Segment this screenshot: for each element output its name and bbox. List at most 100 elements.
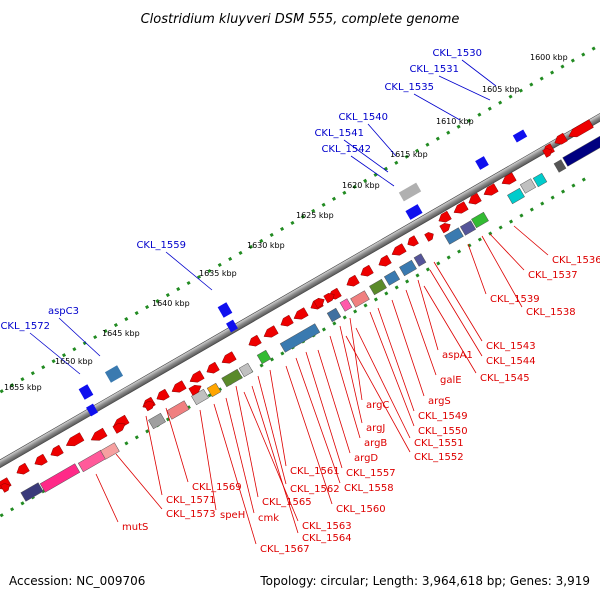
- gene-label-bottom[interactable]: CKL_1539: [490, 294, 540, 305]
- label-leader-line: [199, 409, 217, 511]
- lower-guide-line: [0, 174, 591, 518]
- gene-arrow: [542, 148, 552, 158]
- gene-label-bottom[interactable]: CKL_1557: [346, 468, 396, 479]
- gene-block: [512, 129, 528, 143]
- label-leader-line: [285, 365, 333, 505]
- gene-label-top[interactable]: CKL_1531: [409, 64, 459, 75]
- gene-label-bottom[interactable]: CKL_1564: [302, 533, 352, 544]
- gene-label-bottom[interactable]: CKL_1563: [302, 521, 352, 532]
- gene-label-bottom[interactable]: CKL_1536: [552, 255, 600, 266]
- gene-arrow: [171, 380, 187, 393]
- gene-label-bottom[interactable]: CKL_1562: [290, 484, 340, 495]
- gene-label-bottom[interactable]: CKL_1549: [418, 411, 468, 422]
- gene-arrow: [189, 370, 205, 383]
- gene-block: [444, 227, 464, 245]
- gene-label-top[interactable]: CKL_1572: [0, 321, 50, 332]
- gene-block: [350, 290, 370, 308]
- gene-block: [383, 270, 401, 286]
- gene-block: [221, 368, 243, 388]
- label-leader-line: [350, 155, 395, 187]
- gene-arrow: [453, 201, 469, 214]
- gene-block: [553, 159, 567, 173]
- gene-label-bottom[interactable]: CKL_1571: [166, 495, 216, 506]
- gene-label-bottom[interactable]: CKL_1537: [528, 270, 578, 281]
- label-leader-line: [369, 311, 415, 427]
- gene-label-bottom[interactable]: argB: [364, 438, 387, 449]
- gene-label-bottom[interactable]: mutS: [122, 522, 148, 533]
- label-leader-line: [213, 403, 257, 545]
- label-leader-line: [433, 261, 483, 342]
- label-leader-line: [58, 317, 101, 357]
- label-leader-line: [317, 349, 351, 454]
- label-leader-line: [438, 75, 491, 101]
- gene-label-bottom[interactable]: aspA1: [442, 350, 473, 361]
- gene-block: [459, 220, 477, 236]
- gene-block: [39, 463, 81, 493]
- label-leader-line: [489, 233, 525, 271]
- gene-arrow: [439, 223, 451, 234]
- kbp-tick-label: 1620 kbp: [342, 181, 380, 190]
- gene-label-top[interactable]: CKL_1542: [321, 144, 371, 155]
- label-leader-line: [165, 407, 189, 483]
- gene-label-bottom[interactable]: CKL_1558: [344, 483, 394, 494]
- label-leader-line: [305, 351, 343, 469]
- label-leader-line: [349, 317, 363, 401]
- gene-label-top[interactable]: CKL_1535: [384, 82, 434, 93]
- gene-arrow: [483, 183, 499, 196]
- gene-arrow: [293, 307, 309, 320]
- map-title: Clostridium kluyveri DSM 555, complete g…: [141, 12, 460, 27]
- gene-label-bottom[interactable]: CKL_1567: [260, 544, 310, 555]
- gene-label-bottom[interactable]: CKL_1545: [480, 373, 530, 384]
- kbp-tick-label: 1625 kbp: [296, 211, 334, 220]
- gene-label-bottom[interactable]: argD: [354, 453, 378, 464]
- label-leader-line: [345, 335, 411, 453]
- kbp-tick-label: 1650 kbp: [55, 357, 93, 366]
- label-leader-line: [257, 375, 287, 485]
- gene-label-bottom[interactable]: CKL_1573: [166, 509, 216, 520]
- gene-label-bottom[interactable]: CKL_1565: [262, 497, 312, 508]
- gene-label-top[interactable]: aspC3: [48, 306, 79, 317]
- gene-block: [399, 259, 417, 277]
- gene-label-bottom[interactable]: speH: [220, 510, 245, 521]
- gene-label-bottom[interactable]: galE: [440, 375, 462, 386]
- gene-label-bottom[interactable]: CKL_1551: [414, 438, 464, 449]
- gene-label-bottom[interactable]: CKL_1560: [336, 504, 386, 515]
- genome-backbone: [0, 106, 600, 474]
- label-leader-line: [467, 243, 487, 295]
- gene-label-bottom[interactable]: argC: [366, 400, 389, 411]
- kbp-tick-label: 1630 kbp: [247, 241, 285, 250]
- gene-block: [369, 278, 387, 296]
- label-leader-line: [413, 93, 461, 121]
- gene-block: [279, 323, 321, 353]
- gene-label-top[interactable]: CKL_1541: [314, 128, 364, 139]
- gene-arrow: [323, 293, 335, 304]
- gene-block: [86, 403, 98, 417]
- gene-arrow: [188, 385, 202, 396]
- label-leader-line: [225, 397, 255, 514]
- label-leader-line: [269, 369, 287, 467]
- gene-block: [148, 412, 166, 430]
- gene-label-bottom[interactable]: CKL_1550: [418, 426, 468, 437]
- gene-arrow: [248, 334, 262, 347]
- gene-label-bottom[interactable]: CKL_1544: [486, 356, 536, 367]
- gene-label-top[interactable]: CKL_1559: [136, 240, 186, 251]
- label-leader-line: [461, 59, 497, 87]
- gene-label-bottom[interactable]: CKL_1538: [526, 307, 576, 318]
- gene-label-bottom[interactable]: argS: [428, 396, 451, 407]
- label-leader-line: [355, 327, 411, 439]
- gene-label-bottom[interactable]: CKL_1543: [486, 341, 536, 352]
- gene-label-top[interactable]: CKL_1530: [432, 48, 482, 59]
- genome-stats-label: Topology: circular; Length: 3,964,618 bp…: [260, 574, 590, 588]
- gene-label-bottom[interactable]: CKL_1552: [414, 452, 464, 463]
- gene-block: [519, 178, 537, 194]
- gene-block: [20, 482, 44, 502]
- gene-label-bottom[interactable]: CKL_1569: [192, 482, 242, 493]
- gene-label-bottom[interactable]: argJ: [366, 423, 385, 434]
- gene-label-top[interactable]: CKL_1540: [338, 112, 388, 123]
- gene-label-bottom[interactable]: cmk: [258, 513, 279, 524]
- label-leader-line: [95, 473, 119, 523]
- gene-label-bottom[interactable]: CKL_1561: [290, 466, 340, 477]
- label-leader-line: [145, 415, 163, 496]
- kbp-tick-label: 1645 kbp: [102, 329, 140, 338]
- gene-block: [206, 382, 222, 398]
